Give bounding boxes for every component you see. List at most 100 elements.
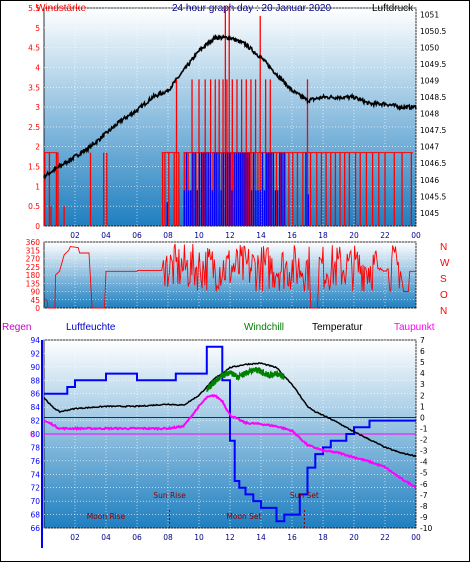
bot-left-tick-label: 88	[30, 376, 40, 385]
bot-right-tick-label: 5	[420, 358, 425, 367]
top-x-tick-label: 02	[70, 231, 80, 240]
bot-right-tick-label: 1	[420, 402, 425, 411]
bot-x-tick-label: 14	[256, 533, 266, 542]
top-right-tick-label: 1046.5	[420, 159, 446, 168]
mid-left-tick-label: 135	[26, 279, 41, 288]
top-right-tick-label: 1047	[420, 143, 439, 152]
bot-left-tick-label: 82	[30, 417, 40, 426]
top-x-tick-label: 08	[163, 231, 173, 240]
wind-axis-title: Windstärke	[36, 3, 86, 14]
bot-left-tick-label: 86	[30, 390, 40, 399]
mid-left-tick-label: 90	[30, 288, 40, 297]
bot-left-tick-label: 90	[30, 363, 40, 372]
bot-x-tick-label: 04	[101, 533, 111, 542]
bot-x-tick-label: 08	[163, 533, 173, 542]
temperature-line	[43, 362, 417, 458]
top-right-tick-label: 1046	[420, 176, 439, 185]
bot-right-tick-label: -9	[420, 513, 428, 522]
windchill-line	[206, 366, 285, 393]
bot-left-tick-label: 94	[30, 336, 40, 345]
bot-x-tick-label: 02	[70, 533, 80, 542]
chart-title: 24 hour graph day : 20 Januar 2020	[172, 3, 331, 14]
top-left-tick-label: 0	[35, 222, 40, 231]
mid-left-tick-label: 270	[26, 255, 41, 264]
dewpoint-label: Taupunkt	[394, 322, 435, 333]
top-left-tick-label: 3	[35, 103, 40, 112]
bot-left-tick-label: 78	[30, 443, 40, 452]
mid-left-tick-label: 0	[35, 304, 40, 313]
top-left-tick-label: 1.5	[28, 163, 40, 172]
top-x-tick-label: 12	[225, 231, 235, 240]
dewpoint-line	[43, 393, 417, 489]
top-x-tick-label: 10	[194, 231, 204, 240]
top-right-tick-label: 1048.5	[420, 93, 446, 102]
bot-right-tick-label: 2	[420, 391, 425, 400]
top-right-tick-label: 1049	[420, 77, 439, 86]
bot-left-tick-label: 72	[30, 484, 40, 493]
pressure-line	[43, 34, 417, 181]
bot-left-tick-label: 84	[30, 403, 40, 412]
bot-left-tick-label: 80	[30, 430, 40, 439]
mid-left-tick-label: 315	[26, 246, 41, 255]
bot-right-tick-label: -2	[420, 436, 428, 445]
top-x-tick-label: 04	[101, 231, 111, 240]
compass-letter: S	[440, 274, 447, 285]
top-right-tick-label: 1045	[420, 209, 439, 218]
top-x-tick-label: 20	[349, 231, 359, 240]
top-right-tick-label: 1050	[420, 44, 439, 53]
rain-zero-marker: 0	[30, 430, 35, 439]
astro-annotation: Sun Set	[290, 491, 319, 500]
bot-right-tick-label: 6	[420, 347, 425, 356]
chart-marks: 00.511.522.533.544.555.510451045.5104610…	[26, 4, 450, 548]
compass-letter: O	[440, 290, 448, 301]
top-left-tick-label: 4	[35, 63, 40, 72]
top-left-tick-label: 2.5	[28, 123, 40, 132]
bot-x-tick-label: 20	[349, 533, 359, 542]
windchill-label: Windchill	[244, 322, 284, 333]
compass-letter: N	[440, 306, 447, 317]
top-x-tick-label: 00	[411, 231, 421, 240]
bot-left-tick-label: 76	[30, 457, 40, 466]
bot-x-tick-label: 16	[287, 533, 297, 542]
astro-annotation: Sun Rise	[153, 491, 186, 500]
humidity-line	[44, 345, 416, 523]
top-x-tick-label: 16	[287, 231, 297, 240]
bot-left-tick-label: 68	[30, 511, 40, 520]
temperature-label: Temperatur	[312, 322, 363, 333]
top-x-tick-label: 14	[256, 231, 266, 240]
pressure-axis-title: Luftdruck	[372, 3, 414, 14]
wind-direction-line	[44, 243, 416, 309]
bot-right-tick-label: -6	[420, 480, 428, 489]
top-left-tick-label: 2	[35, 143, 40, 152]
astro-annotation: Moon Set	[226, 512, 261, 521]
top-x-tick-label: 18	[318, 231, 328, 240]
bot-right-tick-label: 0	[420, 413, 425, 422]
bot-left-tick-label: 74	[30, 470, 40, 479]
top-left-tick-label: 4.5	[28, 44, 40, 53]
humidity-label: Luftfeuchte	[66, 322, 116, 333]
bot-right-tick-label: -8	[420, 502, 428, 511]
bot-right-tick-label: 7	[420, 336, 425, 345]
bot-right-tick-label: -7	[420, 491, 428, 500]
top-right-tick-label: 1051	[420, 11, 439, 20]
top-x-tick-label: 06	[132, 231, 142, 240]
bot-right-tick-label: 3	[420, 380, 425, 389]
bot-right-tick-label: -5	[420, 469, 428, 478]
bot-left-tick-label: 92	[30, 349, 40, 358]
bot-x-tick-label: 18	[318, 533, 328, 542]
bot-x-tick-label: 00	[411, 533, 421, 542]
top-left-tick-label: 1	[35, 182, 40, 191]
bot-right-tick-label: -4	[420, 458, 428, 467]
mid-left-tick-label: 45	[30, 296, 40, 305]
top-right-tick-label: 1045.5	[420, 192, 446, 201]
top-right-tick-label: 1050.5	[420, 27, 446, 36]
bot-right-tick-label: 4	[420, 369, 425, 378]
bot-right-tick-label: -1	[420, 424, 428, 433]
bot-x-tick-label: 10	[194, 533, 204, 542]
top-x-tick-label: 22	[380, 231, 390, 240]
bot-left-tick-label: 66	[30, 524, 40, 533]
mid-left-tick-label: 225	[26, 263, 41, 272]
top-right-tick-label: 1049.5	[420, 60, 446, 69]
top-left-tick-label: 5.5	[28, 4, 40, 13]
